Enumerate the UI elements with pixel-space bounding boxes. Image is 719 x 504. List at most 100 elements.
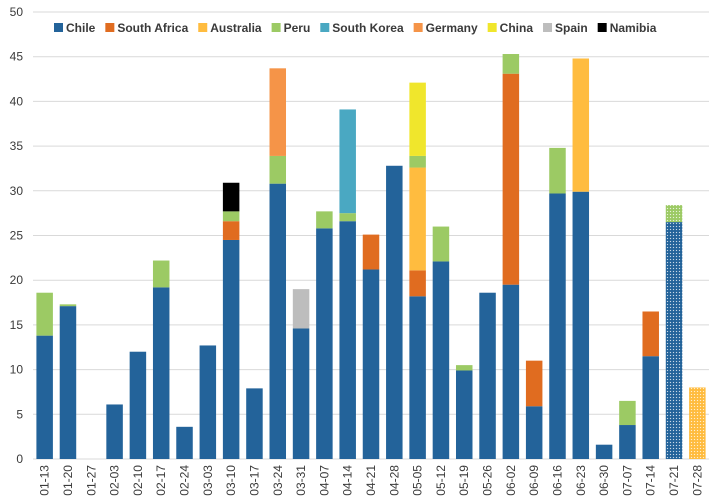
bar-chile-06-23 xyxy=(572,191,590,459)
y-tick-label: 20 xyxy=(10,273,24,287)
bar-chile-04-28 xyxy=(386,165,403,459)
bar-south-korea-04-14 xyxy=(339,109,356,214)
x-tick-label: 03-31 xyxy=(294,465,308,496)
bar-chile-06-02 xyxy=(502,284,520,459)
x-tick-label: 05-05 xyxy=(411,465,425,496)
bar-peru-07-07 xyxy=(619,400,636,426)
bar-chile-03-03 xyxy=(199,345,217,459)
legend-item-australia: Australia xyxy=(198,21,262,35)
legend-item-peru: Peru xyxy=(271,21,311,35)
y-tick-label: 25 xyxy=(10,229,24,243)
bar-peru-03-24 xyxy=(269,155,287,184)
x-tick-label: 07-28 xyxy=(690,465,704,496)
legend-swatch xyxy=(320,23,330,32)
legend-item-spain: Spain xyxy=(543,21,588,35)
y-axis-ticks: 0 5 10 15 20 25 30 35 40 45 50 xyxy=(10,5,24,466)
legend-swatch xyxy=(271,23,281,32)
legend-item-germany: Germany xyxy=(413,21,478,35)
legend-label: Chile xyxy=(66,21,96,35)
legend: Chile South Africa Australia Peru South Kore… xyxy=(54,21,657,35)
legend-label: South Korea xyxy=(332,21,404,35)
bar-chile-01-13 xyxy=(36,335,53,459)
bar-south-africa-05-05 xyxy=(409,270,426,297)
x-tick-label: 04-28 xyxy=(387,465,401,496)
bar-chile-05-12 xyxy=(432,261,450,459)
x-tick-label: 01-13 xyxy=(38,465,52,496)
bar-south-africa-03-10 xyxy=(222,221,240,240)
y-tick-label: 35 xyxy=(10,139,24,153)
y-tick-label: 40 xyxy=(10,94,24,108)
x-tick-label: 07-14 xyxy=(644,465,658,496)
x-tick-label: 03-17 xyxy=(247,465,261,496)
legend-label: South Africa xyxy=(117,21,188,35)
x-tick-label: 03-10 xyxy=(224,465,238,496)
legend-label: Australia xyxy=(210,21,262,35)
bar-china-05-05 xyxy=(409,82,426,156)
bar-germany-03-24 xyxy=(269,68,287,156)
x-tick-label: 04-14 xyxy=(341,465,355,496)
bar-peru-05-19 xyxy=(455,365,473,371)
y-tick-label: 30 xyxy=(10,184,24,198)
bar-peru-04-14 xyxy=(339,213,356,222)
bar-chile-07-21 xyxy=(665,222,683,459)
bar-south-africa-06-02 xyxy=(502,73,520,285)
x-tick-label: 03-24 xyxy=(271,465,285,496)
bar-chile-04-07 xyxy=(316,228,333,459)
bar-chile-05-26 xyxy=(479,292,496,459)
legend-item-south-africa: South Africa xyxy=(105,21,189,35)
legend-item-chile: Chile xyxy=(54,21,96,35)
legend-item-south-korea: South Korea xyxy=(320,21,404,35)
legend-label: Germany xyxy=(426,21,478,35)
bar-peru-01-13 xyxy=(36,292,53,336)
x-tick-label: 02-24 xyxy=(178,465,192,496)
x-tick-label: 02-10 xyxy=(131,465,145,496)
bar-chile-02-10 xyxy=(129,351,147,459)
x-tick-label: 07-07 xyxy=(620,465,634,496)
bar-australia-07-28 xyxy=(689,387,706,459)
legend-label: Spain xyxy=(555,21,588,35)
bar-chile-03-10 xyxy=(222,239,240,459)
x-tick-label: 05-19 xyxy=(457,465,471,496)
x-tick-label: 05-12 xyxy=(434,465,448,496)
x-tick-label: 06-09 xyxy=(527,465,541,496)
bar-chile-04-21 xyxy=(362,269,380,459)
legend-swatch xyxy=(105,23,115,32)
legend-swatch xyxy=(54,23,63,32)
legend-swatch xyxy=(597,23,607,32)
x-tick-label: 02-17 xyxy=(154,465,168,496)
x-tick-label: 01-27 xyxy=(84,465,98,496)
bar-chile-02-17 xyxy=(152,287,170,459)
bar-peru-05-05 xyxy=(409,155,426,168)
bar-chile-07-07 xyxy=(619,425,636,459)
legend-label: Peru xyxy=(284,21,311,35)
x-tick-label: 07-21 xyxy=(667,465,681,496)
x-tick-label: 04-07 xyxy=(317,465,331,496)
x-tick-label: 06-16 xyxy=(550,465,564,496)
bar-peru-05-12 xyxy=(432,226,450,262)
bar-chile-03-17 xyxy=(246,388,263,459)
bar-chile-03-24 xyxy=(269,183,287,459)
y-tick-label: 5 xyxy=(16,407,23,421)
bar-south-africa-04-21 xyxy=(362,234,380,270)
x-tick-label: 01-20 xyxy=(61,465,75,496)
x-tick-label: 04-21 xyxy=(364,465,378,496)
bar-peru-01-20 xyxy=(59,304,77,307)
y-tick-label: 15 xyxy=(10,318,24,332)
x-tick-label: 06-02 xyxy=(504,465,518,496)
bar-south-africa-07-14 xyxy=(642,311,659,357)
bar-peru-07-21 xyxy=(665,205,683,223)
legend-swatch xyxy=(487,23,497,32)
bar-chile-06-09 xyxy=(525,406,543,459)
bar-chile-05-05 xyxy=(409,296,426,459)
bar-chile-01-20 xyxy=(59,306,77,459)
legend-item-china: China xyxy=(487,21,533,35)
legend-swatch xyxy=(413,23,423,32)
y-tick-label: 10 xyxy=(10,363,24,377)
bar-peru-02-17 xyxy=(152,260,170,288)
bar-australia-06-23 xyxy=(572,58,590,192)
x-tick-label: 06-23 xyxy=(574,465,588,496)
bar-chile-06-16 xyxy=(549,193,566,459)
bar-south-africa-06-09 xyxy=(525,360,543,407)
